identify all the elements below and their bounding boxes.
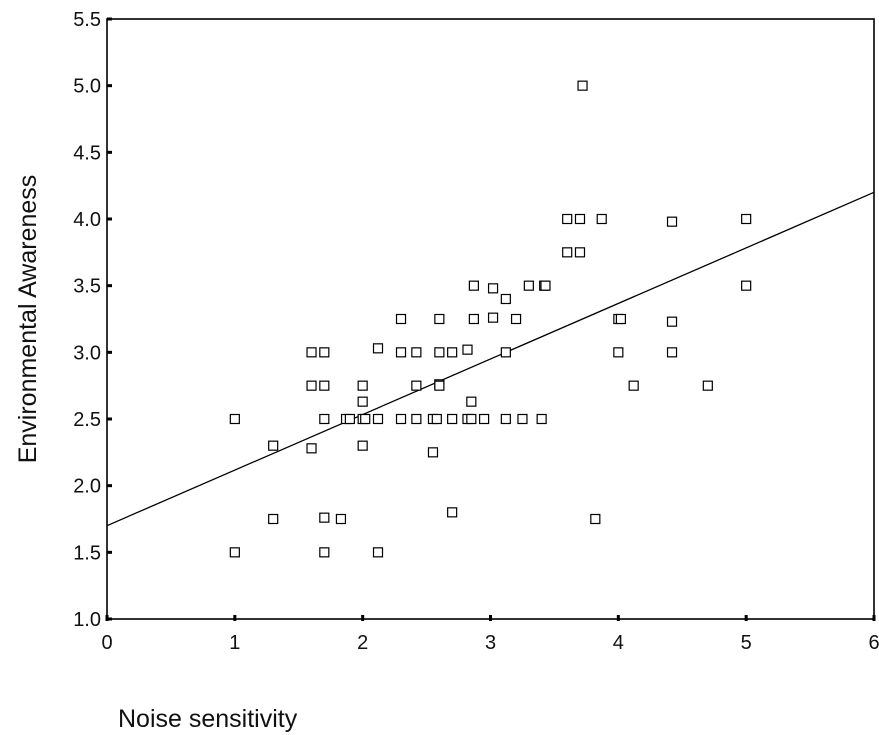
- data-point: [487, 283, 499, 294]
- data-point: [500, 413, 511, 425]
- data-point: [335, 513, 347, 525]
- data-point: [500, 347, 511, 358]
- x-axis-label: Noise sensitivity: [118, 705, 298, 733]
- x-tick-label: 4: [613, 632, 624, 654]
- data-point: [372, 547, 384, 558]
- data-point: [702, 380, 713, 391]
- data-point: [411, 413, 422, 425]
- x-tick-label: 5: [741, 632, 752, 654]
- data-point: [574, 247, 586, 258]
- data-point: [590, 513, 601, 525]
- data-point: [319, 512, 330, 523]
- data-point: [510, 313, 522, 325]
- data-point: [615, 313, 626, 325]
- data-point: [487, 312, 499, 323]
- data-point: [357, 396, 368, 407]
- x-tick-label: 6: [868, 632, 879, 654]
- data-point: [447, 413, 458, 425]
- data-point: [395, 313, 407, 325]
- data-point: [411, 347, 422, 358]
- data-point: [466, 396, 477, 407]
- data-point: [268, 513, 279, 525]
- data-point: [577, 80, 588, 91]
- data-point: [562, 213, 573, 225]
- data-point: [434, 313, 445, 325]
- regression-line: [106, 191, 875, 527]
- data-point: [306, 380, 317, 391]
- y-tick-label: 4.0: [73, 209, 101, 231]
- data-point: [500, 293, 511, 305]
- data-point: [431, 413, 442, 425]
- y-axis-label: Environmental Awareness: [14, 175, 42, 464]
- y-tick-label: 1.0: [73, 609, 101, 631]
- y-tick-label: 2.0: [73, 476, 101, 498]
- data-point: [434, 347, 445, 358]
- data-point: [427, 447, 439, 458]
- data-point: [523, 280, 534, 291]
- data-point: [319, 380, 330, 391]
- data-point: [741, 213, 752, 225]
- x-tick-label: 3: [485, 632, 496, 654]
- data-point: [434, 380, 445, 391]
- data-point: [628, 380, 639, 391]
- x-axis: 0 1 2 3 4 5 6: [101, 615, 879, 654]
- data-point: [666, 216, 678, 227]
- data-point: [395, 413, 407, 425]
- data-point: [268, 440, 279, 451]
- plot-frame: [106, 18, 875, 620]
- y-tick-label: 5.5: [73, 9, 101, 31]
- y-tick-label: 2.5: [73, 409, 101, 431]
- x-tick-label: 0: [101, 632, 112, 654]
- data-point: [479, 413, 490, 425]
- data-point: [562, 247, 573, 258]
- y-tick-label: 4.5: [73, 142, 101, 164]
- data-point: [574, 213, 586, 225]
- y-tick-label: 3.5: [73, 276, 101, 298]
- x-tick-label: 1: [229, 632, 240, 654]
- y-tick-label: 1.5: [73, 542, 101, 564]
- data-point: [447, 507, 458, 518]
- y-axis: 1.0 1.5 2.0 2.5 3.0 3.5 4.0 4.5 5.0 5.5: [73, 9, 112, 631]
- data-point: [357, 380, 368, 391]
- x-tick-label: 2: [357, 632, 368, 654]
- data-point: [447, 347, 458, 358]
- data-points: [229, 80, 752, 558]
- data-point: [613, 347, 624, 358]
- data-point: [468, 313, 479, 325]
- data-point: [466, 413, 477, 425]
- data-point: [536, 413, 547, 425]
- data-point: [360, 413, 371, 425]
- data-point: [319, 547, 330, 558]
- data-point: [462, 344, 473, 355]
- data-point: [540, 280, 551, 291]
- data-point: [306, 443, 317, 454]
- data-point: [372, 343, 384, 354]
- data-point: [229, 413, 240, 425]
- data-point: [306, 347, 317, 358]
- data-point: [666, 316, 678, 327]
- data-point: [372, 413, 384, 425]
- y-tick-label: 5.0: [73, 76, 101, 98]
- data-point: [741, 280, 752, 291]
- data-point: [666, 347, 678, 358]
- y-tick-label: 3.0: [73, 342, 101, 364]
- data-point: [596, 213, 607, 225]
- data-point: [517, 413, 528, 425]
- data-point: [229, 547, 240, 558]
- data-point: [344, 413, 355, 425]
- data-point: [357, 440, 368, 451]
- data-point: [395, 347, 407, 358]
- data-point: [411, 380, 422, 391]
- data-point: [319, 413, 330, 425]
- data-point: [468, 280, 479, 291]
- data-point: [319, 347, 330, 358]
